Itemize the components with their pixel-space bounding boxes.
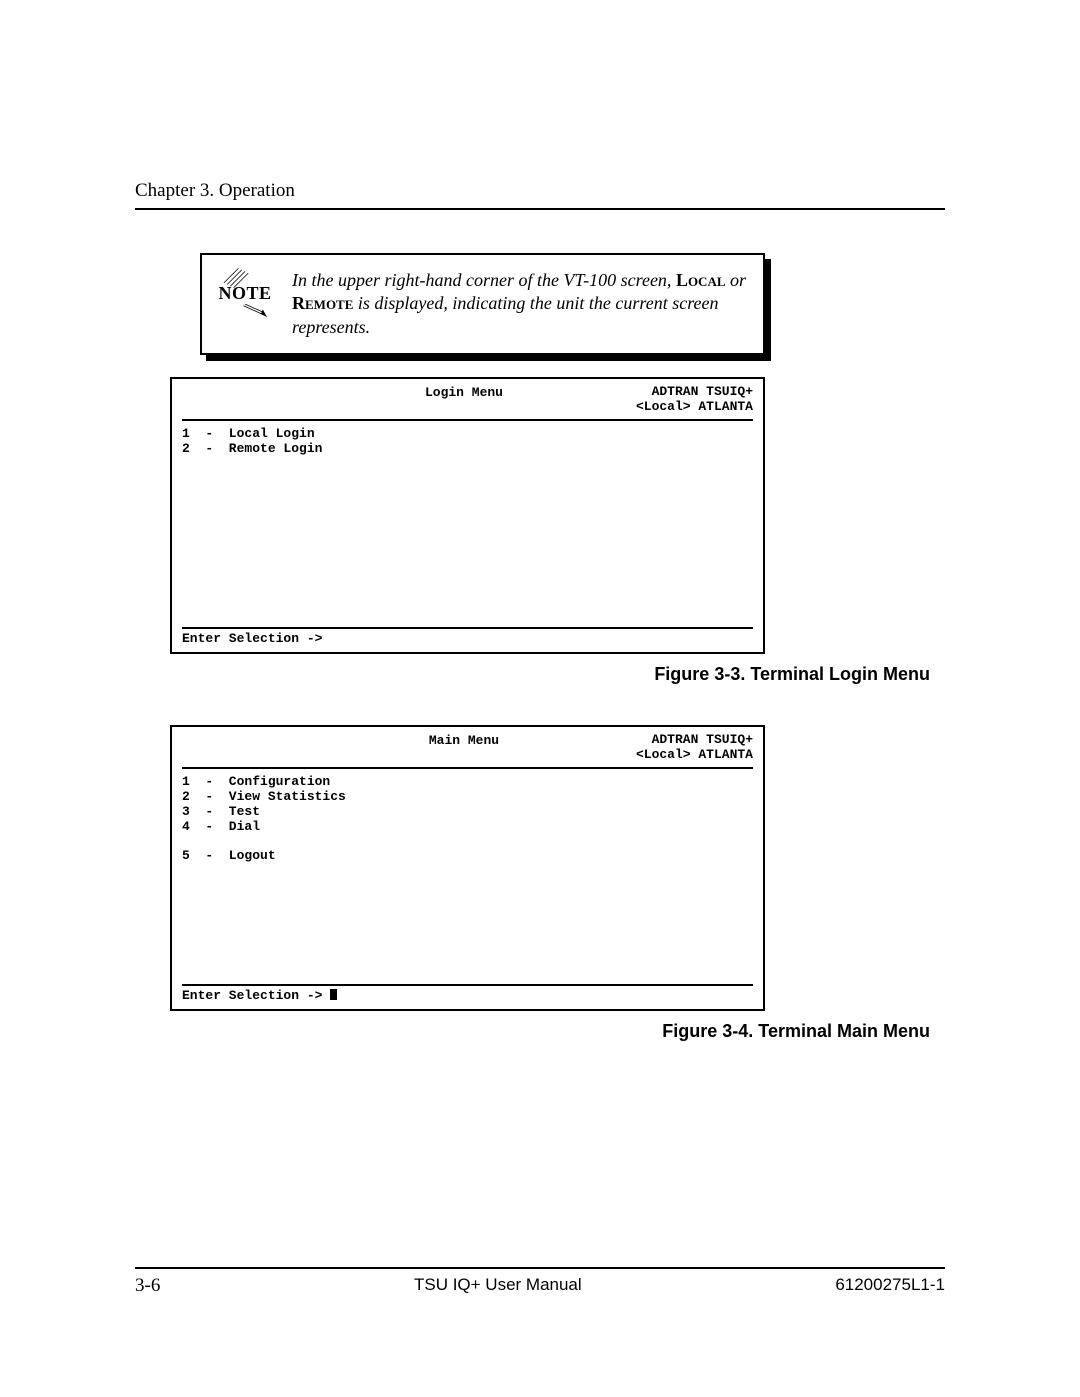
footer-rule <box>135 1267 945 1269</box>
main-device-line2: <Local> ATLANTA <box>636 747 753 762</box>
page: Chapter 3. Operation NOTE <box>0 0 1080 1397</box>
login-terminal-group: Login Menu ADTRAN TSUIQ+ <Local> ATLANTA… <box>170 377 945 685</box>
note-icon: NOTE <box>212 265 278 319</box>
main-device-line1: ADTRAN TSUIQ+ <box>652 732 753 747</box>
login-header-left-pad <box>182 385 292 415</box>
note-text-mid: or <box>726 270 747 290</box>
footer-doc-title: TSU IQ+ User Manual <box>414 1275 582 1297</box>
login-terminal-body: 1 - Local Login 2 - Remote Login <box>172 421 763 627</box>
main-terminal-prompt: Enter Selection -> <box>172 986 763 1009</box>
main-prompt-text: Enter Selection -> <box>182 988 330 1003</box>
login-terminal: Login Menu ADTRAN TSUIQ+ <Local> ATLANTA… <box>170 377 765 654</box>
login-terminal-title: Login Menu <box>292 385 636 415</box>
footer-doc-number: 61200275L1-1 <box>835 1275 945 1297</box>
login-terminal-device: ADTRAN TSUIQ+ <Local> ATLANTA <box>636 385 753 415</box>
login-body-pad <box>182 457 753 627</box>
note-keyword-local: Local <box>676 270 726 290</box>
note-text-prefix: In the upper right-hand corner of the VT… <box>292 270 676 290</box>
main-terminal-device: ADTRAN TSUIQ+ <Local> ATLANTA <box>636 733 753 763</box>
footer-row: 3-6 TSU IQ+ User Manual 61200275L1-1 <box>135 1275 945 1297</box>
note-callout: NOTE In the upper right-hand corner of t… <box>200 253 765 355</box>
note-box: NOTE In the upper right-hand corner of t… <box>200 253 765 355</box>
footer-page-number: 3-6 <box>135 1275 160 1297</box>
note-keyword-remote: Remote <box>292 293 353 313</box>
page-footer: 3-6 TSU IQ+ User Manual 61200275L1-1 <box>135 1267 945 1297</box>
login-menu-items: 1 - Local Login 2 - Remote Login <box>182 426 322 456</box>
chapter-header: Chapter 3. Operation <box>135 180 945 202</box>
login-terminal-header: Login Menu ADTRAN TSUIQ+ <Local> ATLANTA <box>172 379 763 419</box>
main-terminal-body: 1 - Configuration 2 - View Statistics 3 … <box>172 769 763 985</box>
header-rule <box>135 208 945 210</box>
login-prompt-text: Enter Selection -> <box>182 631 322 646</box>
main-menu-items: 1 - Configuration 2 - View Statistics 3 … <box>182 774 346 864</box>
main-body-pad <box>182 864 753 984</box>
main-terminal-header: Main Menu ADTRAN TSUIQ+ <Local> ATLANTA <box>172 727 763 767</box>
note-text-suffix: is displayed, indicating the unit the cu… <box>292 293 719 336</box>
login-device-line1: ADTRAN TSUIQ+ <box>652 384 753 399</box>
main-caption: Figure 3-4. Terminal Main Menu <box>170 1021 930 1042</box>
note-label: NOTE <box>218 283 271 304</box>
login-terminal-prompt: Enter Selection -> <box>172 629 763 652</box>
login-device-line2: <Local> ATLANTA <box>636 399 753 414</box>
note-text: In the upper right-hand corner of the VT… <box>292 269 751 339</box>
main-header-left-pad <box>182 733 292 763</box>
cursor-icon <box>330 989 337 1000</box>
main-terminal-group: Main Menu ADTRAN TSUIQ+ <Local> ATLANTA … <box>170 725 945 1043</box>
login-caption: Figure 3-3. Terminal Login Menu <box>170 664 930 685</box>
main-terminal-title: Main Menu <box>292 733 636 763</box>
main-terminal: Main Menu ADTRAN TSUIQ+ <Local> ATLANTA … <box>170 725 765 1012</box>
